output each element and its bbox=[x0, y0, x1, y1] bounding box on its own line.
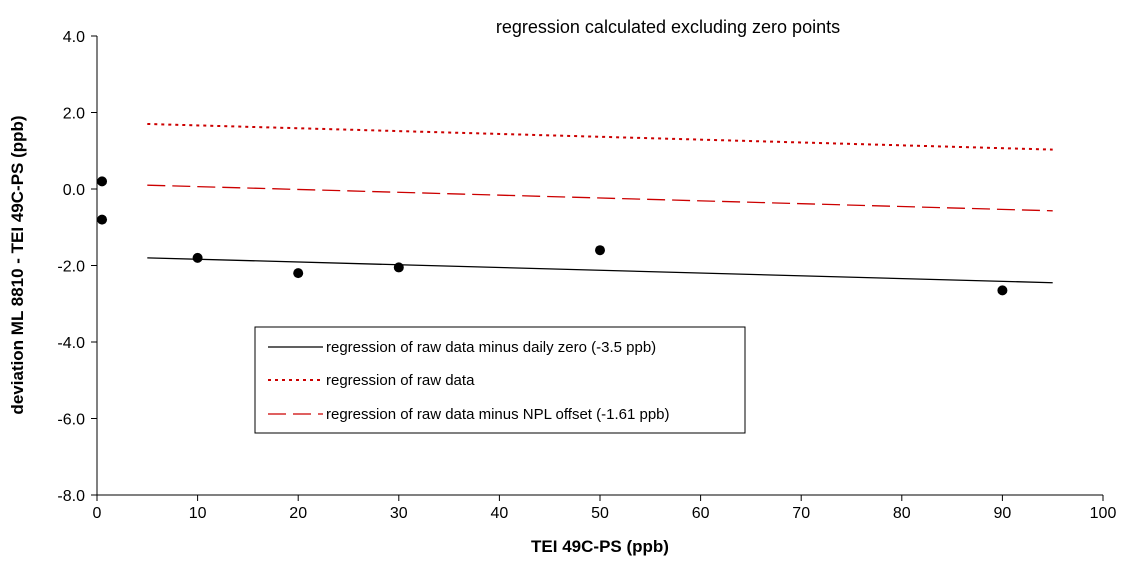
regression-lines bbox=[147, 122, 1053, 284]
data-point bbox=[393, 262, 404, 273]
x-tick-label: 20 bbox=[289, 505, 307, 522]
data-points bbox=[97, 176, 1008, 296]
legend: regression of raw data minus daily zero … bbox=[254, 326, 746, 434]
x-tick-label: 10 bbox=[189, 505, 207, 522]
x-tick-label: 90 bbox=[994, 505, 1012, 522]
x-tick-label: 70 bbox=[792, 505, 810, 522]
x-tick-label: 30 bbox=[390, 505, 408, 522]
legend-label-2: regression of raw data bbox=[326, 372, 475, 389]
y-tick-label: 0.0 bbox=[63, 182, 85, 199]
y-tick-label: 4.0 bbox=[63, 29, 85, 46]
regression-line-1 bbox=[147, 257, 1053, 284]
data-point bbox=[997, 285, 1008, 296]
x-axis-title: TEI 49C-PS (ppb) bbox=[531, 537, 669, 556]
y-axis-title: deviation ML 8810 - TEI 49C-PS (ppb) bbox=[8, 115, 27, 414]
y-tick-label: -4.0 bbox=[57, 335, 85, 352]
x-tick-label: 40 bbox=[491, 505, 509, 522]
x-tick-label: 60 bbox=[692, 505, 710, 522]
chart-title: regression calculated excluding zero poi… bbox=[496, 17, 840, 37]
data-point bbox=[97, 176, 108, 187]
ticks: 0 10 20 30 40 50 60 70 80 90 100 4.0 2.0 0.0 -2.0 -4.0 -… bbox=[57, 29, 1116, 522]
data-point bbox=[192, 252, 203, 263]
regression-line-3 bbox=[147, 184, 1053, 212]
y-tick-label: -6.0 bbox=[57, 412, 85, 429]
legend-label-3: regression of raw data minus NPL offset … bbox=[326, 406, 670, 423]
legend-label-1: regression of raw data minus daily zero … bbox=[326, 339, 656, 356]
x-tick-label: 50 bbox=[591, 505, 609, 522]
legend-box bbox=[254, 326, 746, 434]
regression-line-2 bbox=[147, 122, 1053, 151]
x-tick-label: 80 bbox=[893, 505, 911, 522]
y-tick-label: -8.0 bbox=[57, 488, 85, 505]
data-point bbox=[595, 245, 605, 256]
y-tick-label: 2.0 bbox=[63, 106, 85, 123]
data-point bbox=[293, 268, 304, 279]
y-tick-label: -2.0 bbox=[57, 259, 85, 276]
x-tick-label: 0 bbox=[93, 505, 102, 522]
x-tick-label: 100 bbox=[1090, 505, 1117, 522]
data-point bbox=[97, 214, 108, 225]
